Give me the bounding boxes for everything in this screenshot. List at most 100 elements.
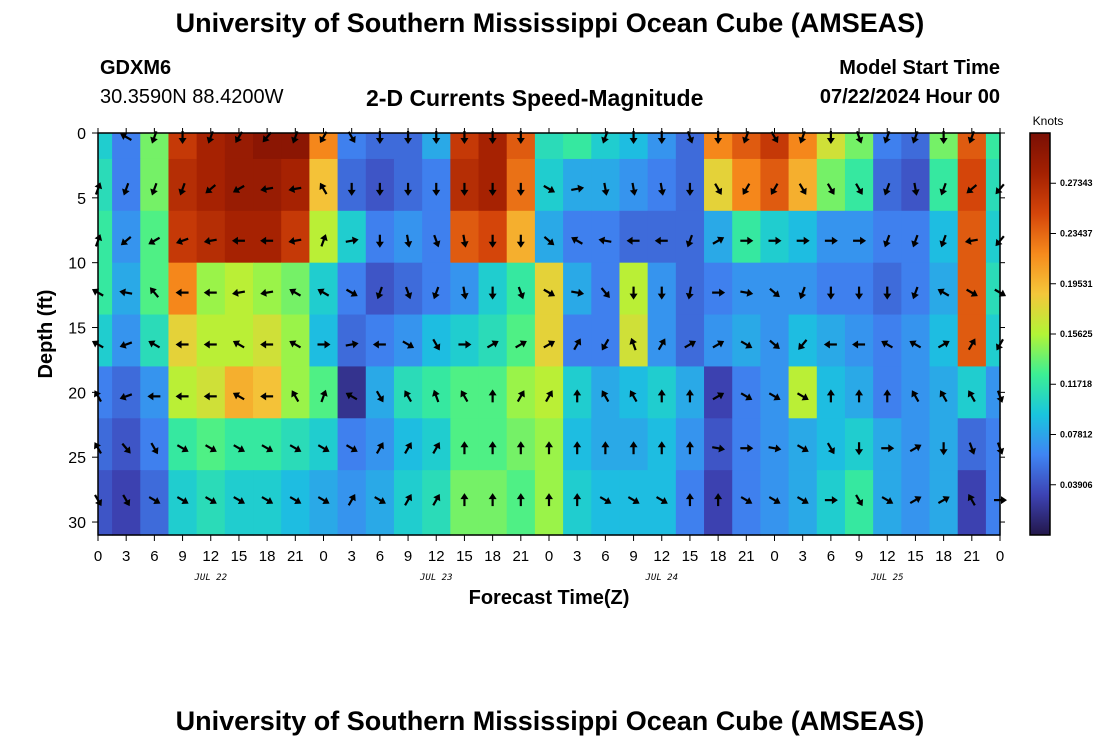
current-arrow [122,182,130,196]
current-arrow [714,493,723,507]
x-tick-label: 0 [545,548,553,565]
heatmap-cell [196,418,226,471]
heatmap-cell [422,210,451,264]
x-tick-label: 6 [601,548,609,565]
current-arrow [516,390,525,403]
current-arrow [657,182,666,196]
x-tick-label: 15 [231,548,248,565]
x-tick-label: 0 [319,548,327,565]
current-arrow [516,441,525,455]
heatmap-cell [534,262,564,316]
heatmap-cell [98,418,113,471]
current-arrow [260,236,274,245]
current-arrow [460,390,469,403]
heatmap-cell [760,210,790,264]
heatmap-cell [647,210,677,264]
heatmap-cell [985,418,1001,471]
current-arrow [654,236,668,245]
current-arrow [911,390,920,403]
x-tick-label: 18 [259,548,276,565]
heatmap-cell [985,366,1001,419]
current-arrow [657,441,666,455]
current-arrow [740,236,754,245]
current-arrow [203,340,217,349]
x-tick-label: 18 [935,548,952,565]
current-arrow [289,496,302,505]
current-arrow [458,340,472,349]
date-label: JUL 25 [870,573,904,583]
colorbar-tick-label: 0.27343 [1060,178,1093,188]
current-arrow [855,442,864,456]
heatmap-cell [393,314,423,368]
current-arrow [260,340,274,349]
current-arrow [232,288,246,297]
current-arrow [261,444,274,453]
current-arrow [571,236,583,245]
heatmap-cell [393,262,423,316]
current-arrow [233,496,245,505]
current-arrow [823,340,837,349]
current-arrow [288,185,302,193]
current-arrow [601,182,610,196]
current-arrow [740,444,754,453]
current-arrow [768,392,781,401]
x-tick-label: 3 [799,548,807,565]
y-axis-title: Depth (ft) [35,290,57,379]
current-arrow [289,340,302,349]
current-arrow [345,288,358,297]
heatmap-cell [788,210,818,264]
current-arrow [883,182,891,196]
current-arrow [432,182,441,196]
heatmap-cell [957,158,987,212]
heatmap-cell [224,210,254,264]
heatmap-cell [901,470,931,536]
heatmap-cell [112,418,141,471]
current-arrow [203,392,217,401]
current-arrow [516,234,525,248]
current-arrow [120,236,132,246]
current-arrow [404,234,413,248]
x-tick-label: 12 [653,548,670,565]
current-arrow [404,494,413,506]
x-tick-label: 21 [738,548,755,565]
date-label: JUL 22 [193,573,227,583]
x-tick-label: 6 [376,548,384,565]
x-tick-label: 21 [287,548,304,565]
x-axis: 0 3 6 9 12 15 18 21 0 3 6 9 12 15 18 21 0 3 6 9 12 15 18 21 0 3 6 9… [94,128,1004,583]
current-arrow [205,496,217,505]
heatmap-cell [816,314,846,368]
current-arrow [517,286,525,300]
current-arrow [826,389,835,403]
current-arrow [937,288,950,297]
x-tick-label: 3 [573,548,581,565]
current-arrow [516,493,525,507]
current-arrow [939,234,948,248]
current-arrow [627,496,640,505]
heatmap-cell [985,470,1001,536]
current-arrow [629,337,637,351]
current-arrow [488,234,497,248]
current-arrow [150,182,158,196]
current-arrow [796,236,810,245]
current-arrow [685,389,694,403]
current-arrow [657,338,666,351]
heatmap-cell [563,158,592,212]
heatmap-cell [337,262,367,316]
current-arrow [460,286,469,300]
current-arrow [796,392,809,401]
x-tick-label: 0 [94,548,102,565]
current-arrow [967,338,976,351]
x-tick-label: 9 [404,548,412,565]
current-arrow [883,389,892,403]
current-arrow [769,339,780,349]
current-arrow [432,286,440,300]
current-arrow [712,392,725,401]
heatmap-cell [309,314,339,368]
current-arrow [347,182,356,196]
colorbar-tick-label: 0.07812 [1060,430,1093,440]
heatmap-cell [760,418,790,471]
current-arrow [516,182,525,196]
current-arrow [714,183,723,195]
current-arrow [460,182,469,196]
heatmap-cell [140,418,170,471]
